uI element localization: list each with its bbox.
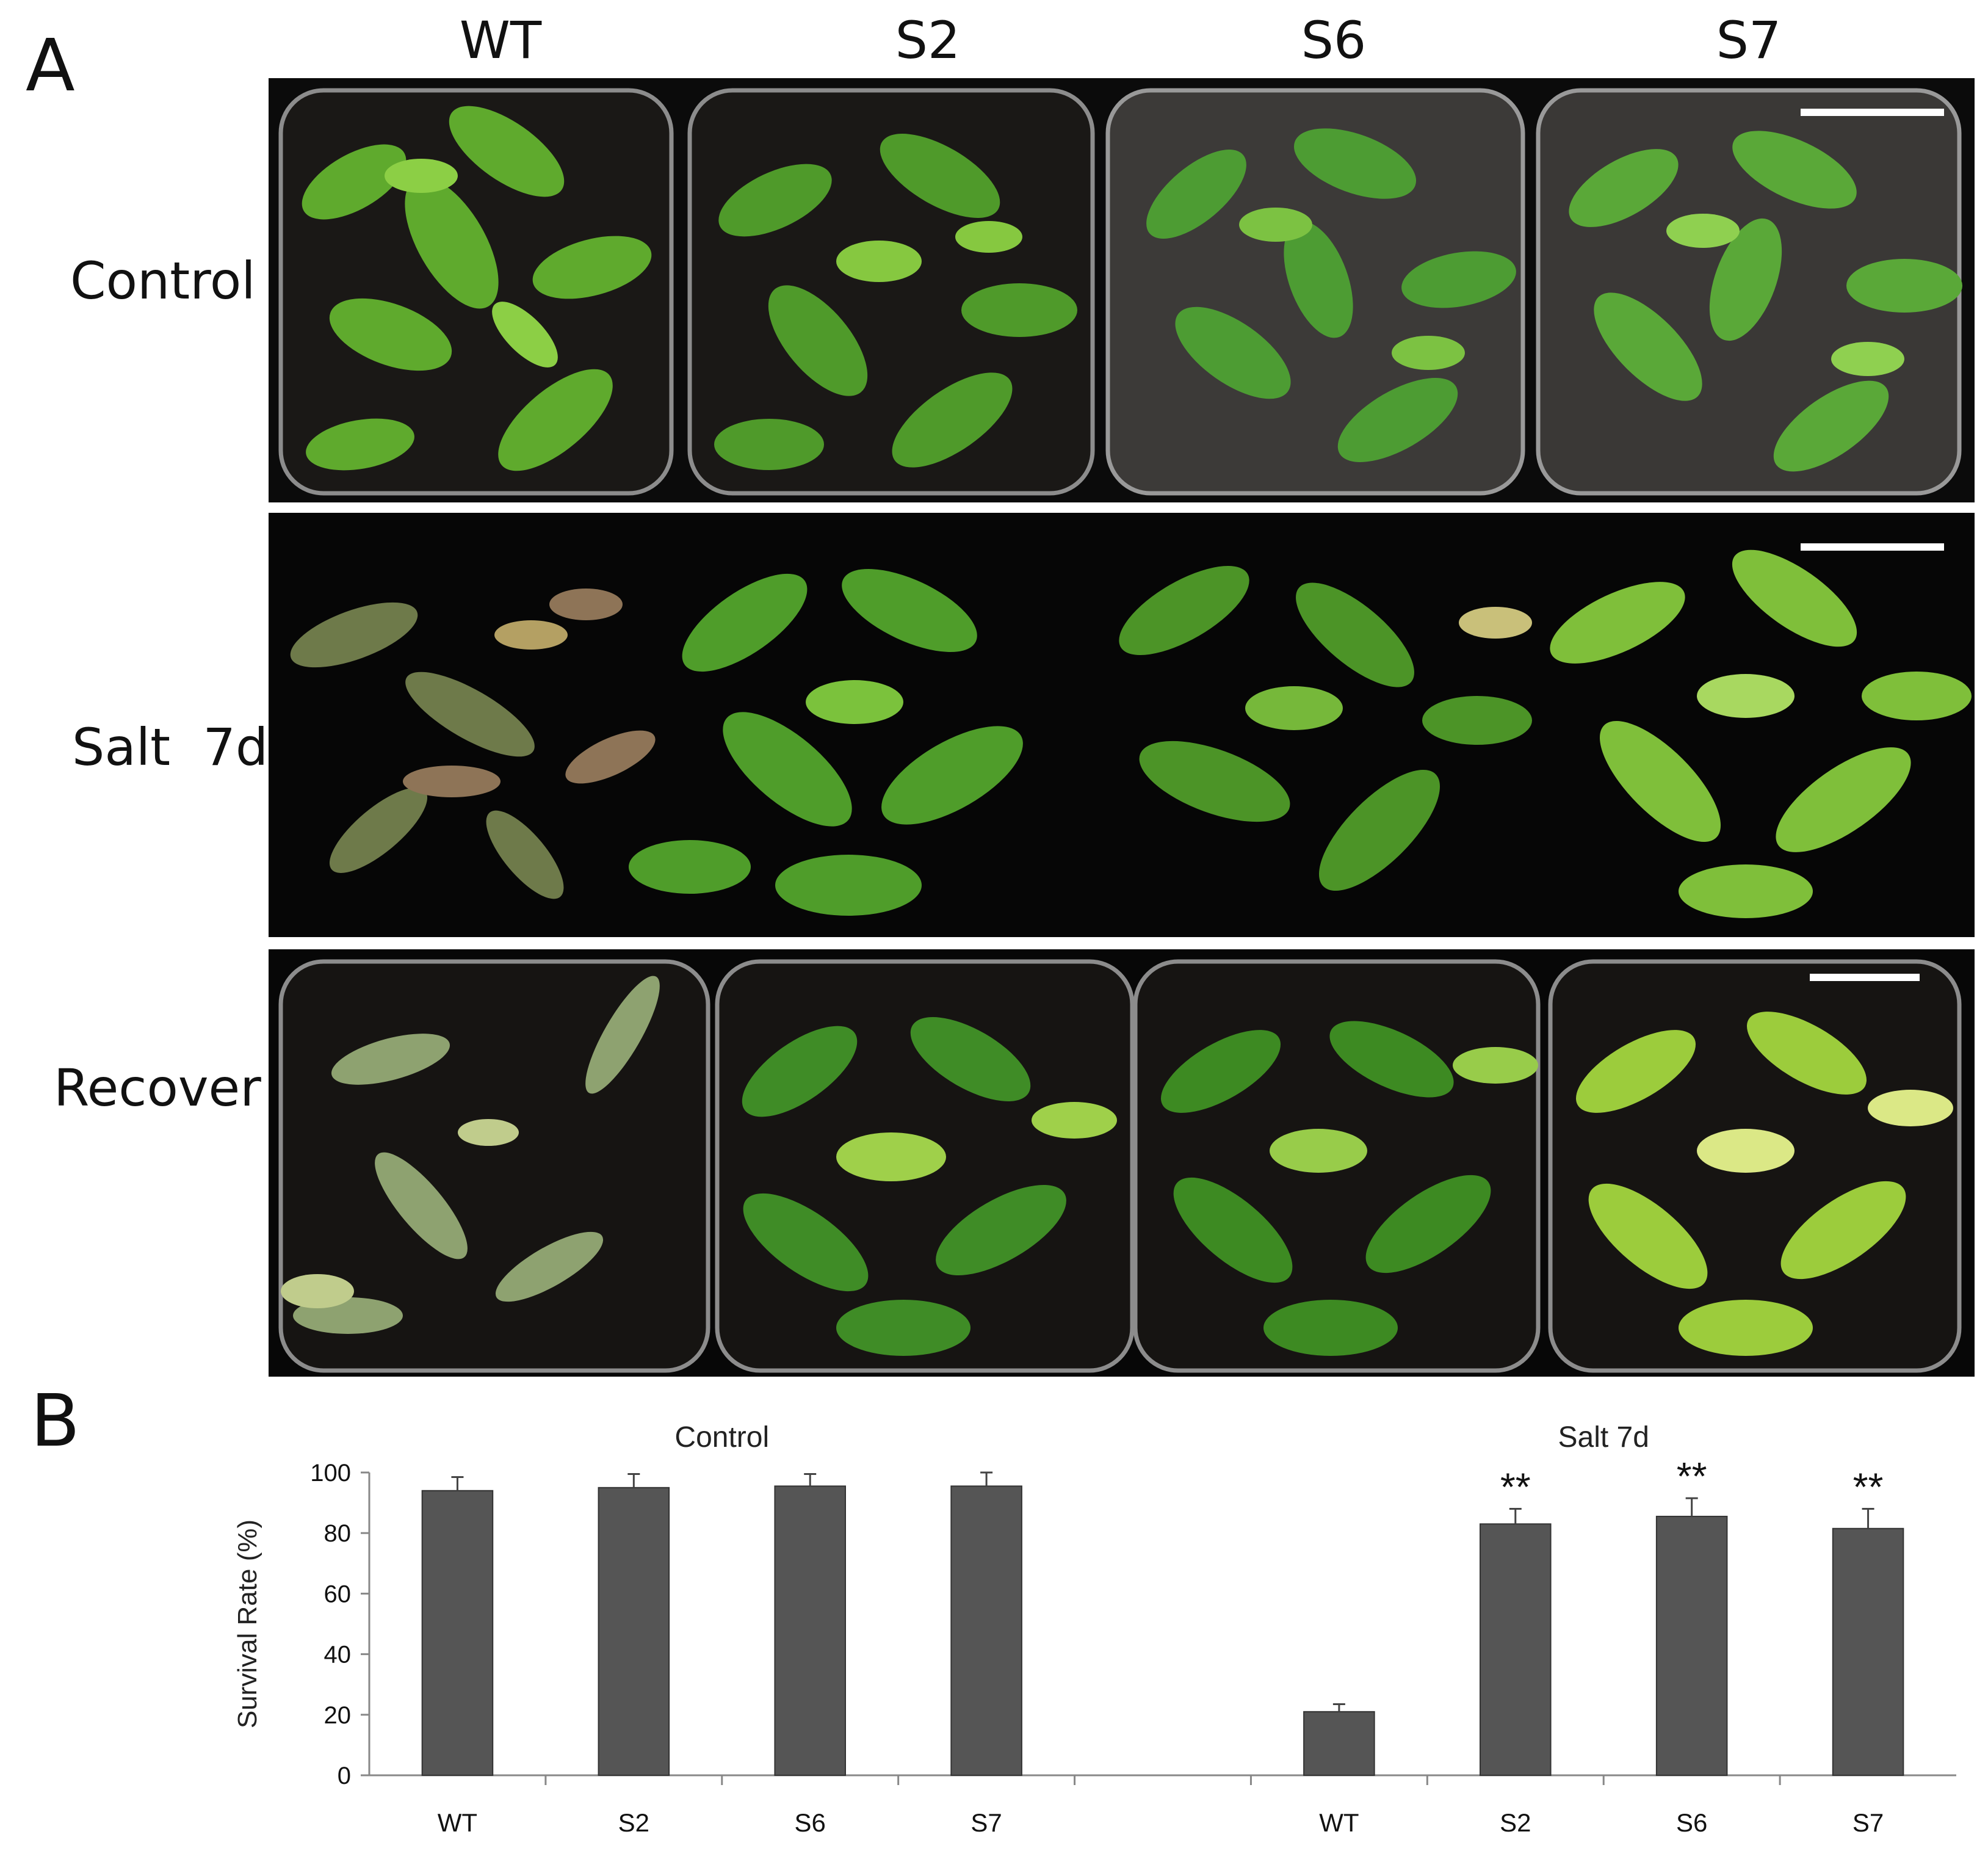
plants-salt-s2 bbox=[629, 568, 1023, 916]
plants-salt-s7 bbox=[1550, 549, 1972, 918]
bar bbox=[950, 1485, 1022, 1776]
photo-control-row bbox=[269, 78, 1975, 502]
x-tick-label: WT bbox=[1319, 1808, 1359, 1837]
pot-control-wt bbox=[278, 88, 674, 496]
x-tick-label: S6 bbox=[795, 1808, 826, 1837]
x-tick-label: WT bbox=[438, 1808, 477, 1837]
pot-control-s6 bbox=[1105, 88, 1525, 496]
pot-recover-s6 bbox=[1133, 959, 1541, 1373]
column-label-s2: S2 bbox=[895, 10, 961, 70]
scale-bar-control bbox=[1801, 109, 1944, 116]
x-tick-label: S6 bbox=[1676, 1808, 1707, 1837]
bar bbox=[1655, 1515, 1728, 1776]
y-tick-label: 60 bbox=[324, 1581, 352, 1607]
bar bbox=[1303, 1711, 1375, 1777]
y-tick-label: 0 bbox=[338, 1762, 351, 1789]
pot-recover-s2 bbox=[715, 959, 1135, 1373]
x-tick-label: S2 bbox=[1500, 1808, 1531, 1837]
plants-salt-wt bbox=[290, 589, 656, 899]
significance-marker: ** bbox=[1853, 1465, 1884, 1509]
bar bbox=[774, 1485, 847, 1776]
pot-control-s2 bbox=[687, 88, 1095, 496]
y-tick-label: 20 bbox=[324, 1702, 352, 1729]
row-label-recover: Recover bbox=[54, 1058, 261, 1118]
pot-control-s7 bbox=[1536, 88, 1962, 496]
x-tick-label: S7 bbox=[1852, 1808, 1884, 1837]
scale-bar-recover bbox=[1810, 974, 1920, 981]
photo-recover-row bbox=[269, 949, 1975, 1377]
pot-recover-s7 bbox=[1548, 959, 1962, 1373]
pot-recover-wt bbox=[278, 959, 710, 1373]
plants-salt-s6 bbox=[1119, 566, 1532, 891]
y-tick-label: 80 bbox=[324, 1520, 352, 1547]
group-title: Salt 7d bbox=[1558, 1421, 1649, 1454]
scale-bar-salt bbox=[1801, 543, 1944, 551]
y-tick-label: 100 bbox=[310, 1460, 351, 1487]
panel-b-letter: B bbox=[31, 1378, 80, 1463]
significance-marker: ** bbox=[1677, 1454, 1707, 1498]
y-axis-title: Survival Rate (%) bbox=[233, 1520, 262, 1728]
group-title: Control bbox=[674, 1421, 769, 1454]
survival-rate-chart: 0 20 40 60 80 100 Survival Rate (%) WT S2 S6 S7 WT S… bbox=[0, 1380, 1988, 1851]
bar bbox=[598, 1487, 670, 1777]
bar bbox=[1832, 1527, 1904, 1776]
bar bbox=[1480, 1523, 1552, 1776]
significance-marker: ** bbox=[1500, 1465, 1531, 1509]
row-label-control: Control bbox=[70, 251, 256, 311]
column-label-s7: S7 bbox=[1716, 10, 1782, 70]
bar bbox=[421, 1490, 494, 1776]
y-tick-label: 40 bbox=[324, 1642, 352, 1668]
photo-salt-row bbox=[269, 513, 1975, 937]
panel-a-letter: A bbox=[26, 23, 75, 107]
column-label-wt: WT bbox=[459, 10, 542, 70]
x-tick-label: S2 bbox=[618, 1808, 649, 1837]
row-label-salt: Salt 7d bbox=[72, 717, 269, 777]
x-tick-label: S7 bbox=[971, 1808, 1002, 1837]
column-label-s6: S6 bbox=[1301, 10, 1367, 70]
